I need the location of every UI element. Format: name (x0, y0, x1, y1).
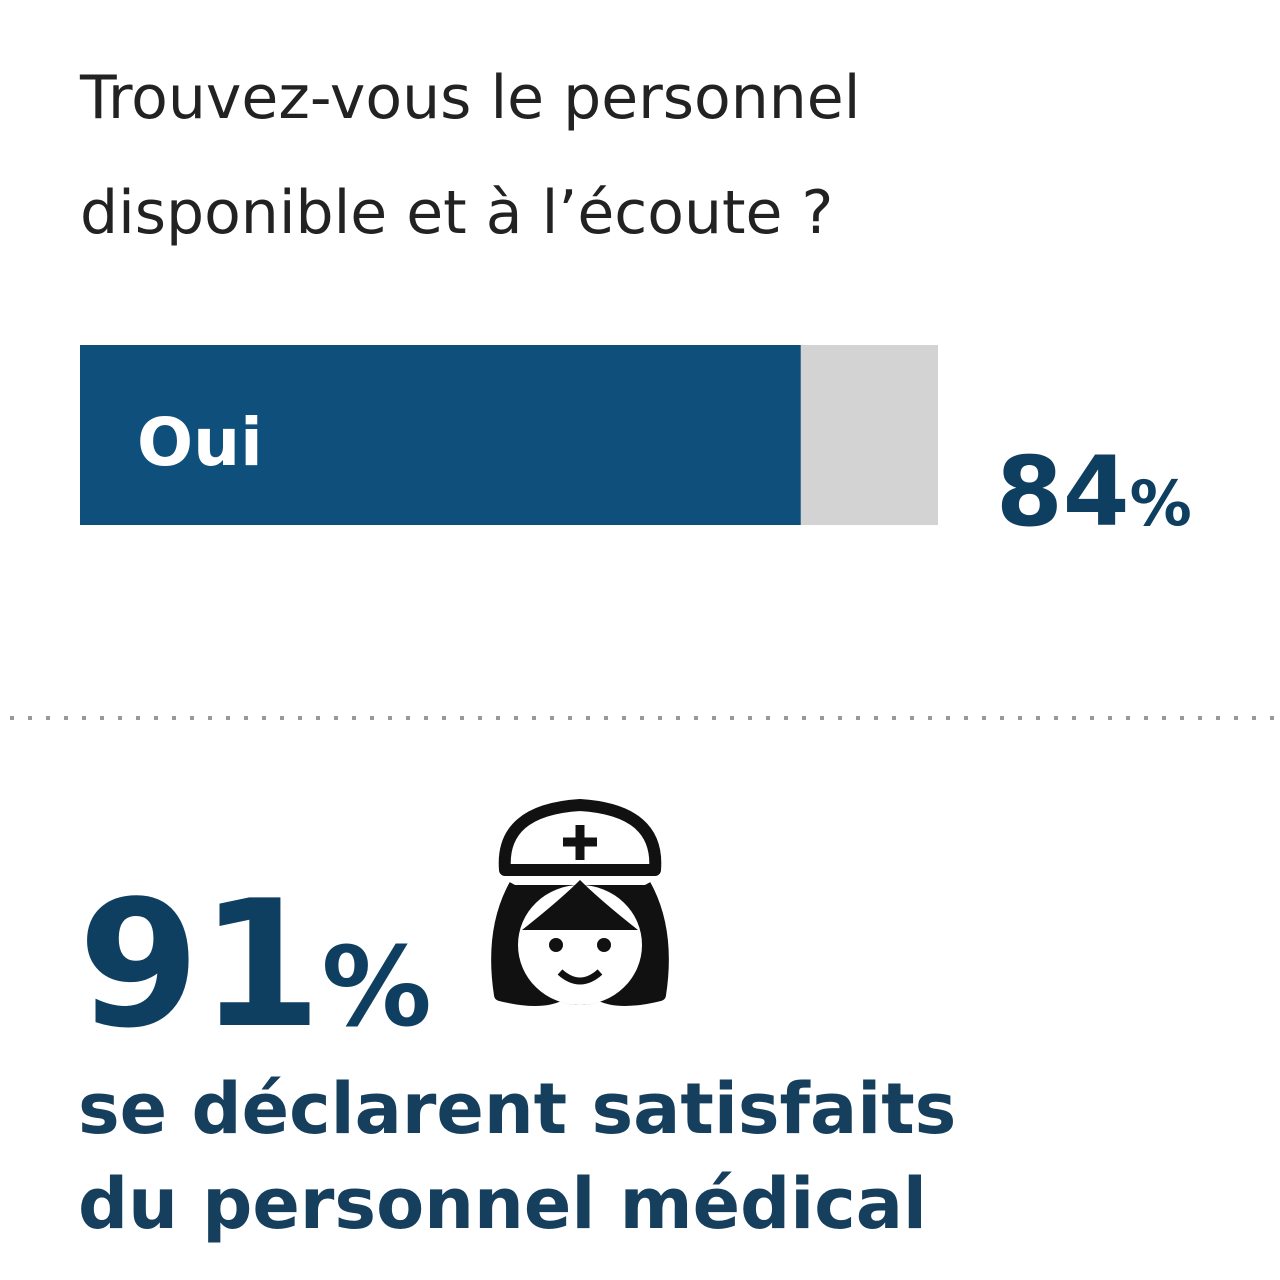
stat-text: 91% (78, 864, 432, 1067)
stat-line: du personnel médical (78, 1163, 927, 1245)
nurse-icon (491, 799, 669, 1006)
bar-label: Oui (137, 404, 263, 481)
bar-fill (80, 345, 801, 525)
stat-line: se déclarent satisfaits (78, 1068, 956, 1150)
bar-group (80, 345, 938, 525)
stat-value: 91 (78, 864, 322, 1067)
bar-value: 84 (996, 436, 1130, 548)
bar-unit: % (1130, 467, 1192, 540)
bar-value-text: 84% (996, 436, 1192, 548)
question-line: Trouvez-vous le personnel (79, 63, 860, 133)
stat-unit: % (322, 923, 432, 1051)
question-line: disponible et à l’écoute ? (80, 178, 833, 248)
